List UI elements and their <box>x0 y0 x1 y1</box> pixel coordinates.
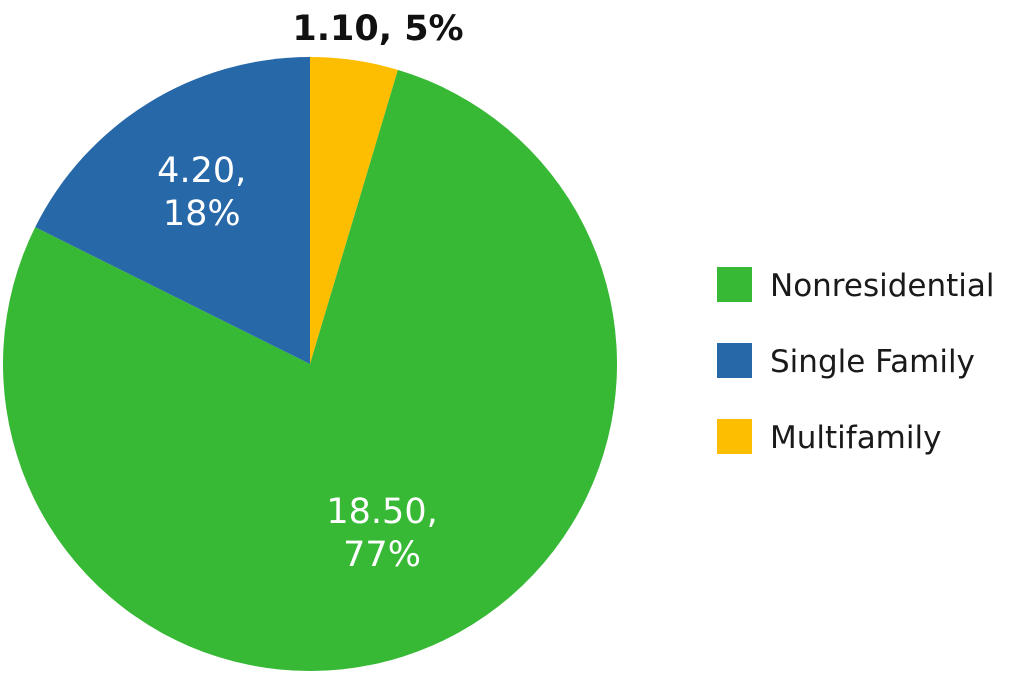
legend-swatch-single-family <box>717 343 752 378</box>
slice-label-multifamily: 1.10, 5% <box>292 9 463 49</box>
slice-value-multifamily: 1.10, <box>292 9 392 49</box>
pie-slice-multifamily <box>310 57 398 364</box>
slice-value-nonresidential: 18.50, <box>326 492 437 532</box>
slice-percent-nonresidential: 77% <box>343 535 421 575</box>
slice-percent-single-family: 18% <box>163 194 241 234</box>
legend-swatch-multifamily <box>717 419 752 454</box>
legend-label-multifamily: Multifamily <box>770 420 941 456</box>
pie-slice-single-family <box>35 57 310 364</box>
slice-percent-multifamily: 5% <box>404 9 463 49</box>
legend-swatch-nonresidential <box>717 267 752 302</box>
slice-value-single-family: 4.20, <box>157 151 246 191</box>
pie-slices <box>2 57 618 672</box>
legend: Nonresidential Single Family Multifamily <box>717 267 994 456</box>
slice-labels: 1.10, 5% 18.50,77% 4.20,18% <box>157 9 463 575</box>
legend-label-single-family: Single Family <box>770 344 975 380</box>
pie-slice-nonresidential <box>2 69 618 672</box>
legend-label-nonresidential: Nonresidential <box>770 268 994 304</box>
